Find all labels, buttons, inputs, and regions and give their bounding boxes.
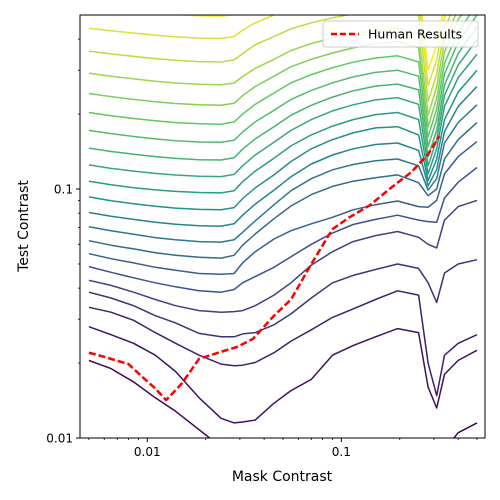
x-axis-label: Mask Contrast bbox=[232, 469, 333, 485]
contour-line-7 bbox=[88, 141, 478, 275]
y-axis-label: Test Contrast bbox=[16, 180, 32, 273]
contour-line-2 bbox=[88, 325, 478, 424]
contour-line-20 bbox=[88, 15, 447, 87]
contour-line-15 bbox=[88, 15, 478, 148]
series-line-human-results bbox=[88, 135, 441, 402]
contour-line-10 bbox=[88, 85, 478, 227]
contour-line-17 bbox=[88, 15, 463, 128]
contour-line-18 bbox=[88, 15, 457, 116]
x-tick-label: 0.01 bbox=[134, 445, 161, 459]
series-layer bbox=[88, 135, 441, 402]
contour-line-1 bbox=[88, 359, 478, 438]
contour-line-13 bbox=[88, 39, 478, 178]
contour-line-8 bbox=[88, 121, 478, 259]
contour-line-12 bbox=[88, 53, 478, 194]
contour-line-14 bbox=[88, 25, 478, 161]
axis-ticks: 0.01 0.1 0.01 0.1 bbox=[46, 38, 478, 459]
contour-line-16 bbox=[88, 15, 471, 138]
legend-label-human-results: Human Results bbox=[368, 27, 462, 42]
contour-line-11 bbox=[88, 69, 478, 211]
contour-line-6 bbox=[88, 166, 478, 293]
plot-frame bbox=[79, 14, 486, 439]
legend-box bbox=[322, 20, 479, 48]
y-tick-label: 0.1 bbox=[54, 183, 73, 197]
contour-line-4 bbox=[88, 258, 478, 338]
contour-line-5 bbox=[88, 199, 478, 313]
x-tick-label: 0.1 bbox=[332, 445, 351, 459]
legend: Human Results bbox=[322, 20, 479, 48]
y-tick-label: 0.01 bbox=[46, 432, 73, 446]
contour-line-19 bbox=[88, 15, 452, 103]
plot-area bbox=[80, 15, 485, 438]
contour-line-9 bbox=[88, 104, 478, 243]
contour-line-21 bbox=[171, 15, 444, 71]
contour-line-3 bbox=[88, 290, 478, 397]
contour-lines bbox=[88, 15, 478, 438]
